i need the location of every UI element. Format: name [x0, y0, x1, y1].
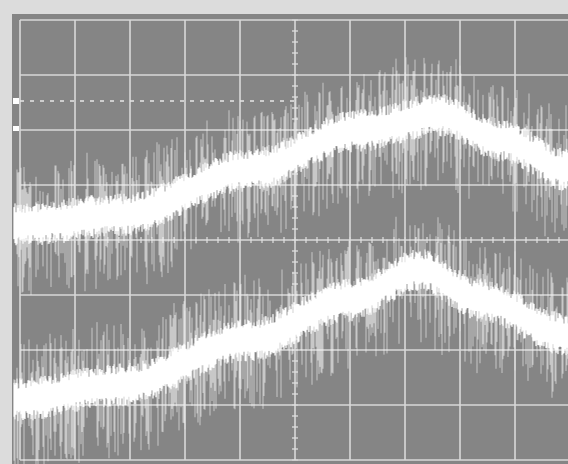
- marker: [13, 98, 19, 104]
- marker: [13, 126, 19, 131]
- trace-core: [13, 249, 568, 422]
- traces: [13, 57, 568, 464]
- trace-core: [13, 94, 568, 246]
- axis-ticks: [19, 19, 560, 461]
